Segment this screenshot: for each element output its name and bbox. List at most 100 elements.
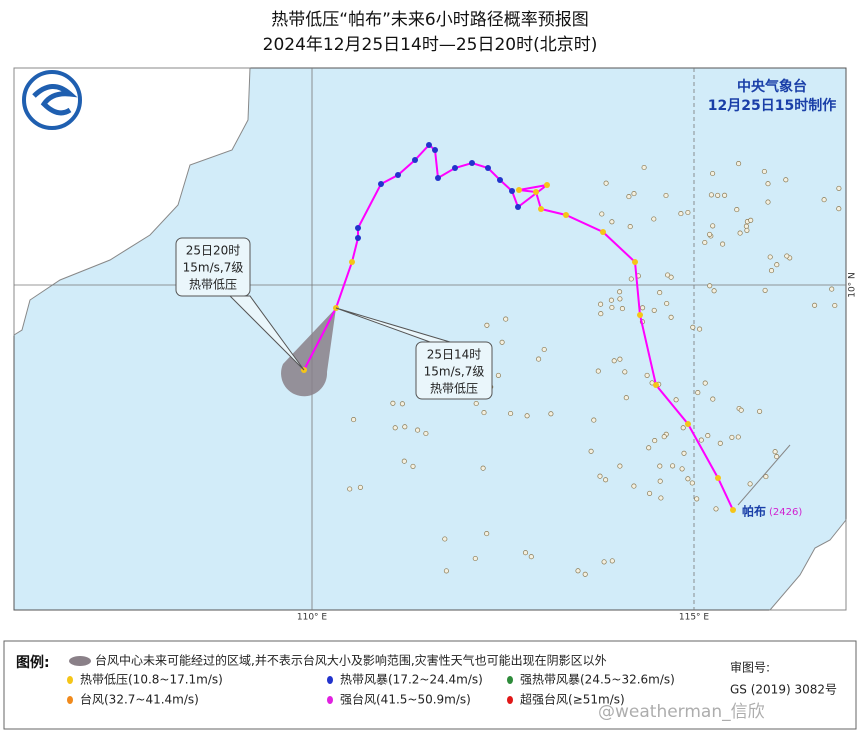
track-points (301, 142, 736, 513)
island (762, 287, 768, 293)
island (646, 445, 652, 451)
island (761, 168, 767, 175)
track-point (435, 175, 441, 181)
island (619, 306, 625, 312)
forecast-track (303, 307, 337, 371)
island (651, 307, 657, 313)
legend-label: 强热带风暴(24.5~32.6m/s) (520, 673, 675, 687)
island (748, 217, 754, 223)
island (399, 401, 405, 407)
island (695, 390, 701, 396)
island (832, 302, 838, 309)
island (668, 314, 674, 320)
track-point (637, 312, 643, 318)
island (652, 438, 658, 444)
island (622, 369, 628, 375)
island (392, 425, 398, 431)
lon-label: 110° E (297, 613, 328, 623)
island (681, 450, 687, 456)
island (689, 480, 695, 486)
island (473, 400, 479, 407)
issued: 12月25日15时制作 (708, 97, 836, 114)
island (657, 463, 663, 469)
legend-box (3, 640, 857, 730)
island (784, 253, 790, 259)
track-point (516, 187, 522, 193)
land-borneo (768, 518, 847, 611)
island (598, 301, 604, 307)
track-point (349, 259, 355, 265)
island (710, 170, 716, 177)
legend-swatch (327, 676, 333, 684)
callout-box (175, 237, 251, 297)
track (335, 143, 734, 511)
track-point (509, 188, 515, 194)
island (484, 322, 490, 328)
island (821, 197, 827, 203)
lat-label: 10° N (848, 272, 858, 298)
island (694, 496, 700, 502)
review-no: GS (2019) 3082号 (730, 683, 837, 697)
island (595, 368, 601, 374)
island (690, 324, 696, 330)
island (626, 194, 632, 200)
island (744, 227, 750, 233)
island (415, 427, 421, 433)
track-point (715, 475, 721, 481)
track-point (544, 182, 550, 188)
island (697, 326, 703, 332)
track-point (485, 165, 491, 171)
island (661, 434, 667, 440)
legend-label: 热带低压(10.8~17.1m/s) (80, 673, 223, 687)
leader-line (737, 444, 791, 506)
logo (22, 70, 82, 130)
island (617, 289, 623, 295)
callout-level: 热带低压 (430, 382, 478, 396)
island (763, 474, 769, 480)
cone-swatch (69, 656, 91, 666)
island (611, 358, 617, 364)
island (641, 164, 647, 171)
track-point (452, 165, 458, 171)
island (713, 506, 719, 512)
island (647, 490, 653, 496)
island (765, 199, 771, 205)
island (765, 181, 771, 187)
island (631, 191, 637, 197)
island (480, 465, 486, 471)
island (707, 283, 713, 289)
island (710, 396, 716, 402)
islands (347, 161, 842, 577)
track-point (653, 382, 659, 388)
island (481, 410, 487, 416)
legend-swatch (507, 676, 513, 684)
track-point (378, 181, 384, 187)
island (609, 558, 615, 564)
probability-cone (281, 308, 336, 397)
subtitle: 2024年12月25日14时—25日20时(北京时) (263, 35, 598, 55)
island (597, 473, 603, 479)
watermark: @weatherman_信欣 (598, 702, 765, 722)
island (707, 231, 713, 237)
island (717, 440, 723, 446)
legend-label: 热带风暴(17.2~24.4m/s) (340, 673, 483, 687)
island (664, 300, 670, 307)
track-point (432, 147, 438, 153)
track-point (563, 212, 569, 218)
island (582, 571, 588, 577)
legend-label: 台风(32.7~41.4m/s) (80, 692, 199, 707)
island (575, 568, 581, 574)
island (747, 481, 753, 487)
island (657, 290, 663, 296)
island (670, 463, 676, 469)
island (617, 356, 623, 362)
island (603, 180, 609, 186)
island (508, 410, 514, 417)
island (347, 486, 353, 492)
island (702, 239, 708, 246)
island (541, 346, 547, 353)
island (495, 372, 501, 378)
island (711, 288, 717, 294)
island (617, 296, 623, 302)
